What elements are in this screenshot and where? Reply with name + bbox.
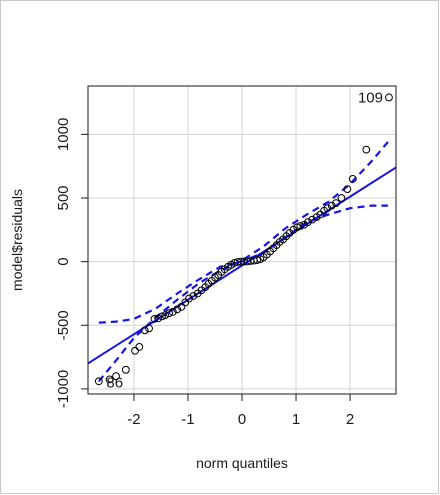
data-point xyxy=(112,372,120,381)
data-point xyxy=(165,309,173,318)
data-point xyxy=(154,314,163,323)
data-point xyxy=(327,201,336,210)
data-point xyxy=(94,377,103,386)
data-point xyxy=(385,93,393,102)
y-tick-label: -1000 xyxy=(55,370,72,408)
x-tick-label: 0 xyxy=(238,411,246,428)
data-point xyxy=(304,218,312,227)
point-label: 86 xyxy=(106,375,123,392)
x-tick-label: 1 xyxy=(292,411,300,428)
grid-lines xyxy=(88,86,396,394)
data-point xyxy=(296,222,305,230)
data-point xyxy=(343,185,352,193)
data-point xyxy=(105,375,114,384)
y-tick-label: 0 xyxy=(55,257,72,265)
x-tick-label: -2 xyxy=(127,411,140,428)
point-labels: 109 86 xyxy=(106,89,383,391)
data-point xyxy=(131,346,139,355)
data-point xyxy=(168,308,177,316)
data-point xyxy=(253,256,262,265)
x-tick-label: -1 xyxy=(181,411,194,428)
x-tick-label: 2 xyxy=(346,411,354,428)
y-tick-label: 500 xyxy=(55,185,72,210)
x-axis-title: norm quantiles xyxy=(196,455,288,471)
data-point xyxy=(173,305,182,314)
y-tick-label: -500 xyxy=(55,310,72,340)
x-axis: -2 -1 0 1 2 xyxy=(127,393,354,428)
data-point xyxy=(189,292,198,300)
data-point xyxy=(332,199,340,207)
data-point xyxy=(362,145,371,154)
data-point xyxy=(308,215,317,224)
y-axis: -1000 -500 0 500 1000 xyxy=(55,118,89,408)
data-point xyxy=(150,315,159,323)
data-point xyxy=(185,294,193,303)
data-point xyxy=(337,194,346,202)
data-point xyxy=(145,324,153,333)
data-point xyxy=(348,175,357,183)
data-point xyxy=(161,311,170,319)
y-axis-title: model$residuals xyxy=(9,189,25,291)
envelope-lower xyxy=(98,204,388,324)
data-point xyxy=(323,204,332,213)
point-label: 109 xyxy=(358,89,383,106)
data-point xyxy=(121,365,130,374)
data-points xyxy=(94,93,393,386)
data-point xyxy=(135,343,144,351)
y-tick-label: 1000 xyxy=(55,118,72,151)
data-point xyxy=(140,326,149,335)
data-point xyxy=(177,302,186,311)
